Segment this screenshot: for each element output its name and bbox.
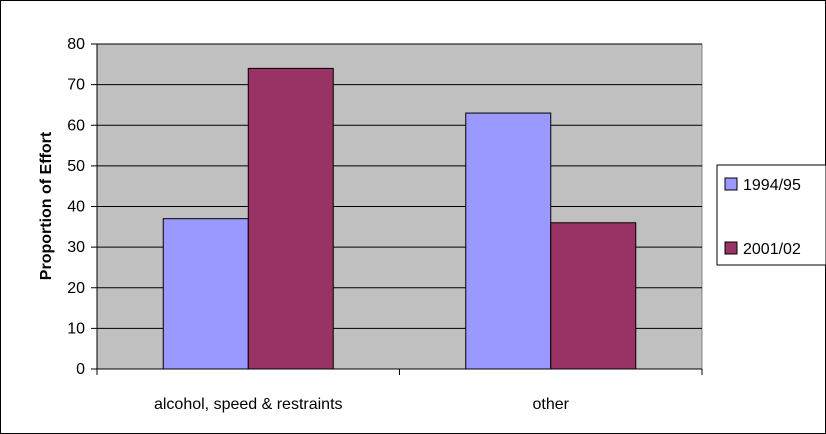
- bar-2001-02-other: [550, 222, 637, 370]
- y-tick-label: 60: [67, 117, 85, 134]
- legend-swatch-2001-02: [724, 241, 738, 255]
- bar-2001-02-alcohol-speed-restraints: [247, 67, 334, 370]
- x-tick-label: other: [533, 396, 570, 413]
- bar-1994-95-other: [465, 112, 552, 370]
- bar-1994-95-alcohol-speed-restraints: [162, 218, 249, 370]
- legend: 1994/95 2001/02: [716, 164, 826, 266]
- y-tick-label: 30: [67, 239, 85, 256]
- y-tick-label: 0: [76, 361, 85, 378]
- bars: [162, 67, 637, 370]
- legend-swatch-1994-95: [724, 177, 738, 191]
- y-tick-label: 80: [67, 36, 85, 53]
- y-tick-labels: 0 10 20 30 40 50 60 70 80: [67, 36, 85, 378]
- legend-label-2001-02: 2001/02: [743, 241, 801, 258]
- y-tick-label: 10: [67, 320, 85, 337]
- y-tick-label: 50: [67, 158, 85, 175]
- y-axis-title: Proportion of Effort: [38, 131, 55, 280]
- x-tick-label: alcohol, speed & restraints: [154, 396, 343, 413]
- axes: [91, 43, 703, 375]
- x-tick-labels: alcohol, speed & restraints other: [154, 396, 570, 413]
- y-tick-label: 40: [67, 199, 85, 216]
- legend-label-1994-95: 1994/95: [743, 177, 801, 194]
- y-tick-label: 20: [67, 280, 85, 297]
- y-tick-label: 70: [67, 77, 85, 94]
